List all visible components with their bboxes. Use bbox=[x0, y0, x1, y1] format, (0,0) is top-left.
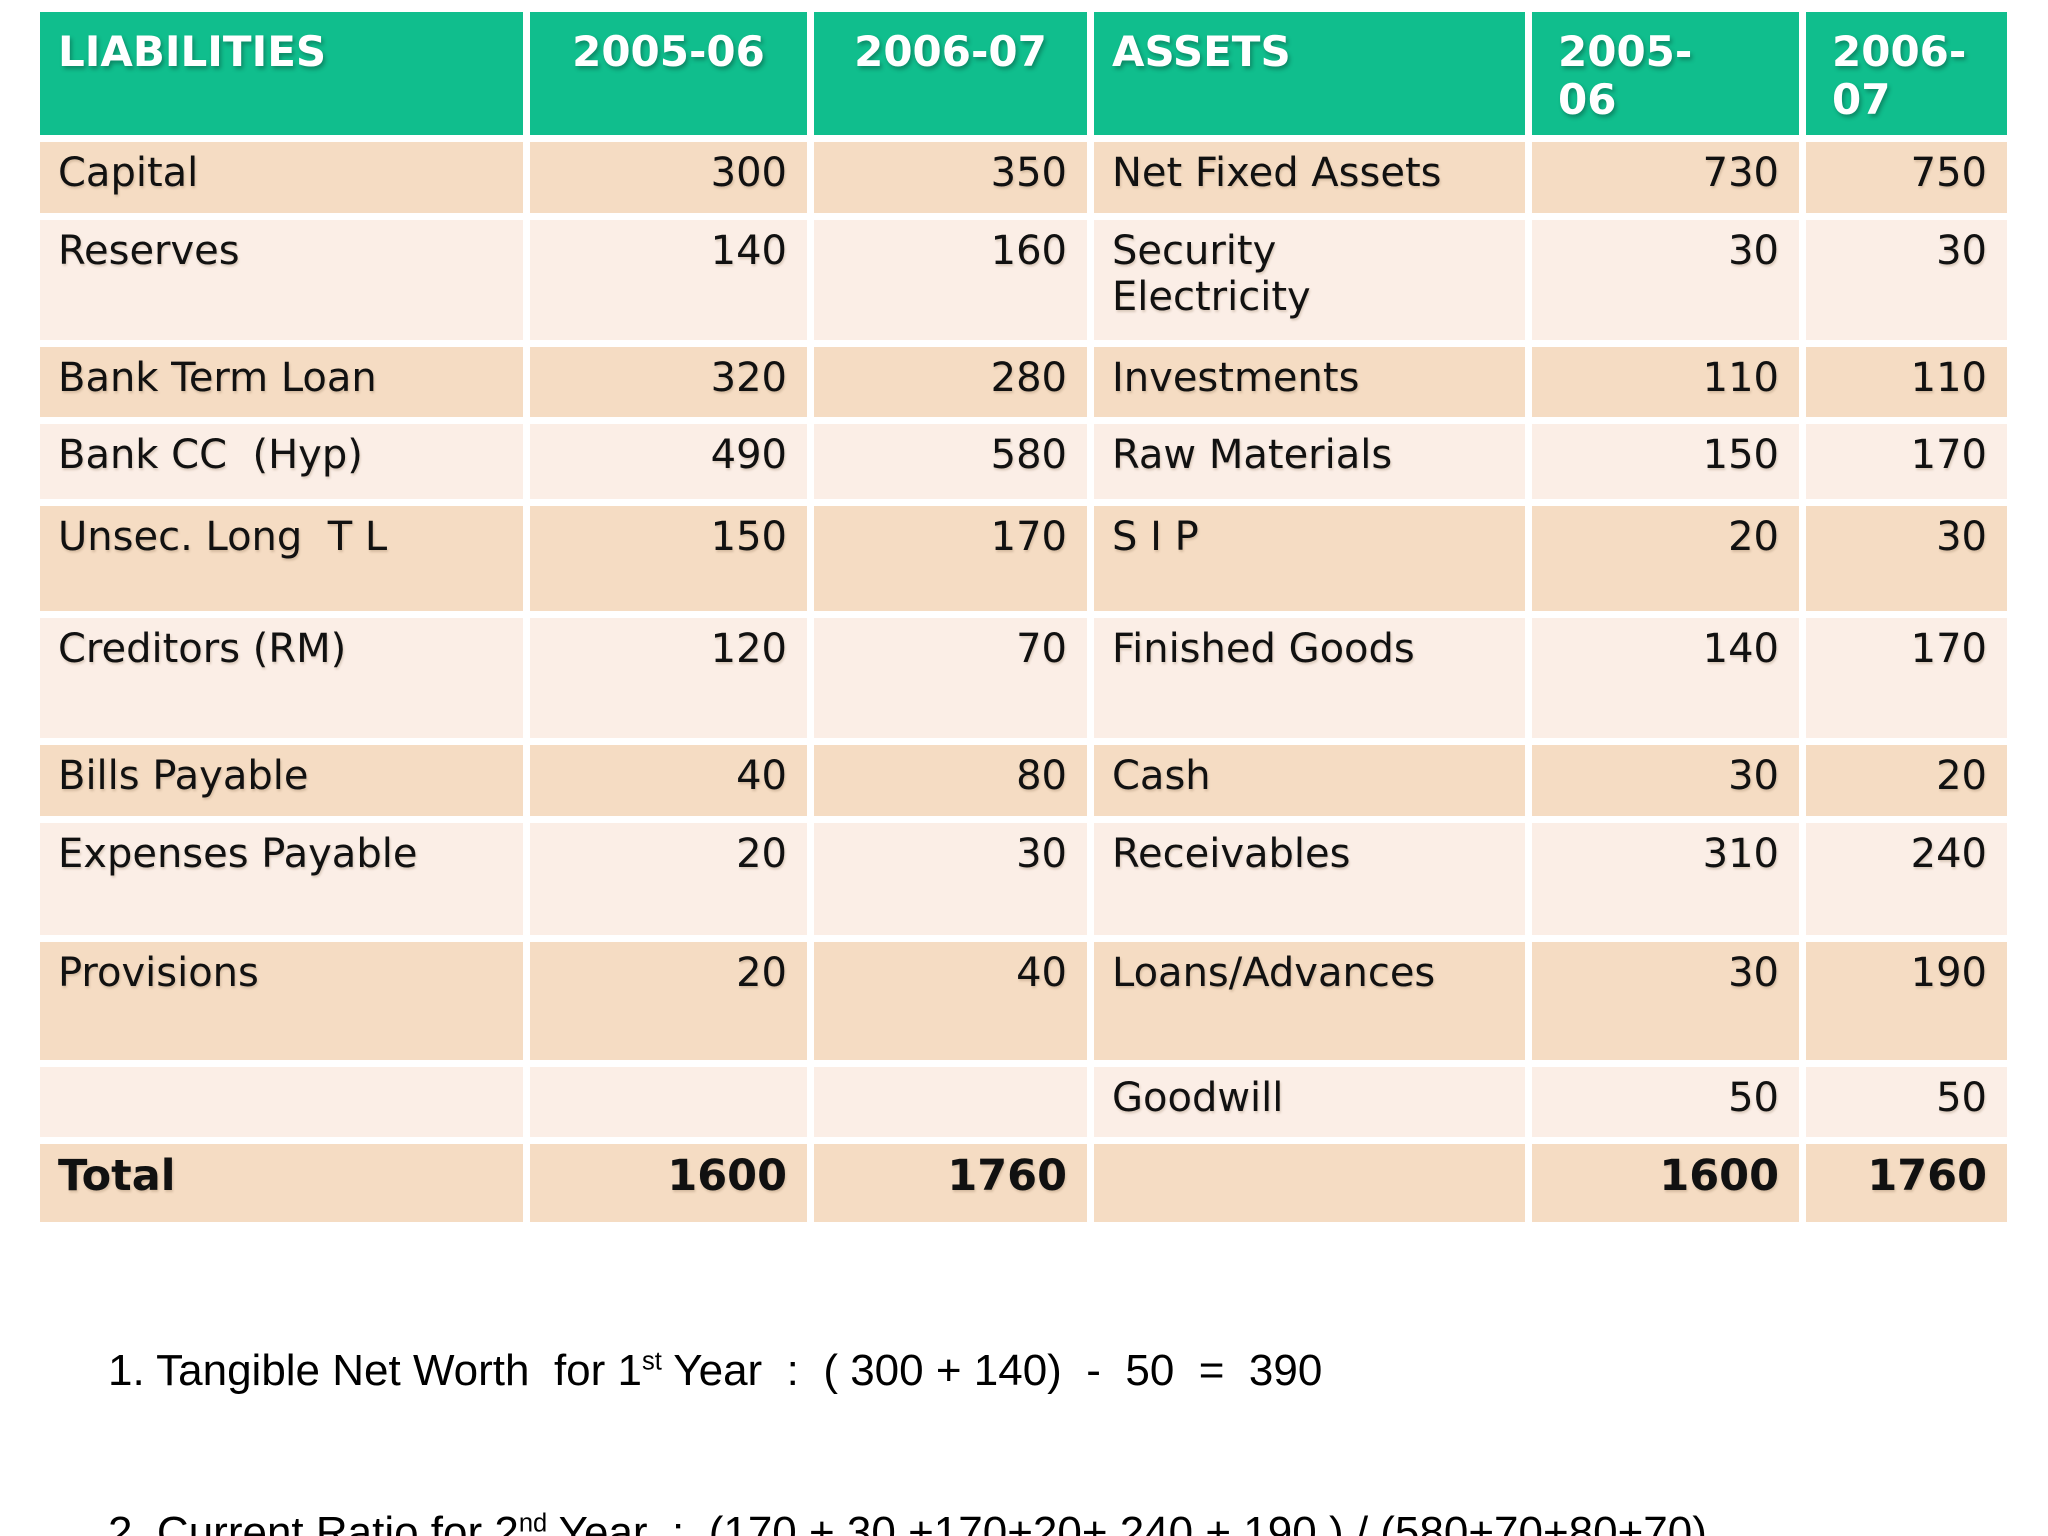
header-liab-year-2006-07: 2006-07 bbox=[814, 12, 1087, 135]
asset-value-2005: 30 bbox=[1532, 745, 1799, 816]
total-liability-2005: 1600 bbox=[530, 1144, 807, 1222]
total-asset-label bbox=[1094, 1144, 1525, 1222]
liability-value-2005: 20 bbox=[530, 942, 807, 1060]
liability-value-2005: 320 bbox=[530, 347, 807, 417]
asset-value-2005: 20 bbox=[1532, 506, 1799, 611]
asset-value-2005: 110 bbox=[1532, 347, 1799, 417]
asset-label: Cash bbox=[1094, 745, 1525, 816]
note-1-formula: Year : ( 300 + 140) - 50 = 390 bbox=[661, 1346, 1323, 1395]
asset-value-2005: 140 bbox=[1532, 618, 1799, 738]
total-asset-2005: 1600 bbox=[1532, 1144, 1799, 1222]
liability-value-2005 bbox=[530, 1067, 807, 1137]
asset-value-2006: 170 bbox=[1806, 424, 2007, 499]
liability-label: Capital bbox=[40, 142, 523, 213]
ratio-notes: 1. Tangible Net Worth for 1st Year : ( 3… bbox=[0, 1240, 2048, 1536]
header-asset-year-2005-06: 2005- 06 bbox=[1532, 12, 1799, 135]
asset-label: Finished Goods bbox=[1094, 618, 1525, 738]
header-assets: ASSETS bbox=[1094, 12, 1525, 135]
header-liabilities: LIABILITIES bbox=[40, 12, 523, 135]
asset-value-2006: 30 bbox=[1806, 220, 2007, 340]
liability-value-2006 bbox=[814, 1067, 1087, 1137]
liability-value-2006: 40 bbox=[814, 942, 1087, 1060]
liability-value-2006: 160 bbox=[814, 220, 1087, 340]
asset-value-2006: 170 bbox=[1806, 618, 2007, 738]
total-liability-2006: 1760 bbox=[814, 1144, 1087, 1222]
note-current-ratio: 2. Current Ratio for 2nd Year : (170 + 3… bbox=[0, 1502, 2048, 1536]
asset-value-2006: 110 bbox=[1806, 347, 2007, 417]
liability-value-2006: 280 bbox=[814, 347, 1087, 417]
asset-value-2005: 310 bbox=[1532, 823, 1799, 935]
liability-value-2005: 490 bbox=[530, 424, 807, 499]
asset-value-2005: 30 bbox=[1532, 942, 1799, 1060]
asset-value-2005: 30 bbox=[1532, 220, 1799, 340]
asset-label: Security Electricity bbox=[1094, 220, 1525, 340]
liability-label: Bills Payable bbox=[40, 745, 523, 816]
liability-label: Unsec. Long T L bbox=[40, 506, 523, 611]
header-asset-year-2006-07: 2006- 07 bbox=[1806, 12, 2007, 135]
balance-sheet-table: LIABILITIES 2005-06 2006-07 ASSETS 2005-… bbox=[40, 12, 2007, 1222]
asset-value-2005: 730 bbox=[1532, 142, 1799, 213]
liability-label: Bank CC (Hyp) bbox=[40, 424, 523, 499]
liability-value-2006: 170 bbox=[814, 506, 1087, 611]
liability-value-2006: 70 bbox=[814, 618, 1087, 738]
asset-label: Loans/Advances bbox=[1094, 942, 1525, 1060]
asset-label: S I P bbox=[1094, 506, 1525, 611]
liability-value-2005: 20 bbox=[530, 823, 807, 935]
liability-value-2005: 40 bbox=[530, 745, 807, 816]
asset-label: Goodwill bbox=[1094, 1067, 1525, 1137]
note-2-ordinal: nd bbox=[518, 1509, 548, 1536]
liability-value-2005: 140 bbox=[530, 220, 807, 340]
liability-value-2005: 150 bbox=[530, 506, 807, 611]
asset-label: Investments bbox=[1094, 347, 1525, 417]
liability-value-2006: 350 bbox=[814, 142, 1087, 213]
liability-label: Reserves bbox=[40, 220, 523, 340]
asset-value-2006: 750 bbox=[1806, 142, 2007, 213]
asset-value-2006: 50 bbox=[1806, 1067, 2007, 1137]
liability-value-2006: 80 bbox=[814, 745, 1087, 816]
liability-value-2006: 580 bbox=[814, 424, 1087, 499]
liability-value-2005: 300 bbox=[530, 142, 807, 213]
note-2-text: 2. Current Ratio for 2 bbox=[108, 1508, 519, 1536]
asset-value-2006: 20 bbox=[1806, 745, 2007, 816]
liability-label: Bank Term Loan bbox=[40, 347, 523, 417]
liability-value-2006: 30 bbox=[814, 823, 1087, 935]
asset-value-2006: 190 bbox=[1806, 942, 2007, 1060]
asset-label: Net Fixed Assets bbox=[1094, 142, 1525, 213]
liability-label bbox=[40, 1067, 523, 1137]
asset-value-2006: 240 bbox=[1806, 823, 2007, 935]
liability-label: Provisions bbox=[40, 942, 523, 1060]
liability-label: Creditors (RM) bbox=[40, 618, 523, 738]
note-tangible-net-worth: 1. Tangible Net Worth for 1st Year : ( 3… bbox=[0, 1340, 2048, 1402]
header-liab-year-2005-06: 2005-06 bbox=[530, 12, 807, 135]
liability-value-2005: 120 bbox=[530, 618, 807, 738]
total-label: Total bbox=[40, 1144, 523, 1222]
total-asset-2006: 1760 bbox=[1806, 1144, 2007, 1222]
asset-label: Receivables bbox=[1094, 823, 1525, 935]
asset-value-2005: 150 bbox=[1532, 424, 1799, 499]
asset-label: Raw Materials bbox=[1094, 424, 1525, 499]
note-2-formula: Year : (170 + 30 +170+20+ 240 + 190 ) / … bbox=[547, 1508, 1707, 1536]
asset-value-2005: 50 bbox=[1532, 1067, 1799, 1137]
note-1-text: 1. Tangible Net Worth for 1 bbox=[108, 1346, 642, 1395]
liability-label: Expenses Payable bbox=[40, 823, 523, 935]
asset-value-2006: 30 bbox=[1806, 506, 2007, 611]
note-1-ordinal: st bbox=[642, 1347, 662, 1376]
